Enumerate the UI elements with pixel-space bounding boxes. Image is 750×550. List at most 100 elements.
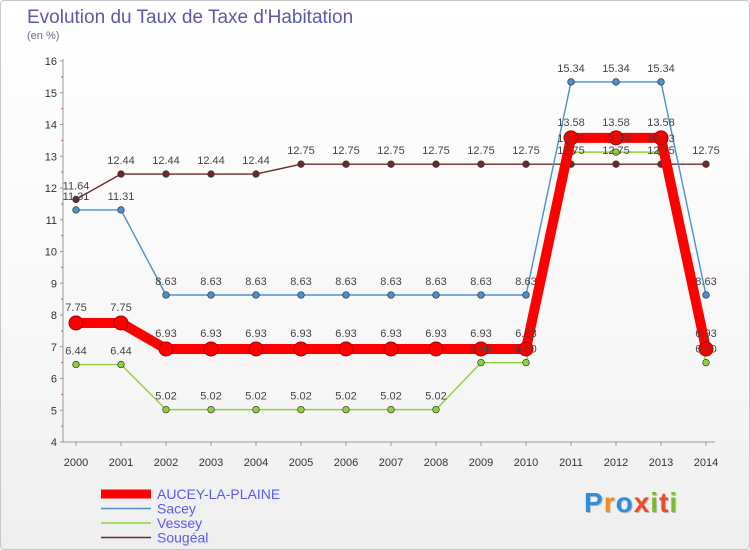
logo-letter: r xyxy=(603,487,616,518)
data-label: 15.34 xyxy=(602,63,630,75)
data-label: 6.93 xyxy=(695,328,716,340)
x-tick-label: 2005 xyxy=(289,457,313,469)
data-label: 12.44 xyxy=(152,155,180,167)
data-label: 7.75 xyxy=(65,302,86,314)
data-point xyxy=(338,341,354,357)
data-label: 5.02 xyxy=(155,391,176,403)
data-point xyxy=(297,291,305,299)
data-point xyxy=(653,130,669,146)
axes: 4 5 6 7 8 9 10 11 12 13 14 15 16 2000 2001 2002 2003 2004… xyxy=(45,56,718,469)
data-point xyxy=(113,315,129,331)
x-tick-label: 2013 xyxy=(649,457,673,469)
logo-letter: i xyxy=(669,487,679,518)
data-label: 6.50 xyxy=(470,344,491,356)
data-label: 8.63 xyxy=(245,276,266,288)
data-point xyxy=(117,170,125,178)
data-label: 6.50 xyxy=(515,344,536,356)
data-point xyxy=(162,170,170,178)
data-label: 13.58 xyxy=(557,117,585,129)
y-tick-label: 14 xyxy=(45,120,57,132)
data-point xyxy=(477,160,485,168)
data-label: 11.31 xyxy=(108,191,135,203)
data-label: 12.75 xyxy=(332,145,360,157)
y-tick-label: 15 xyxy=(45,88,57,100)
data-point xyxy=(432,291,440,299)
data-label: 12.44 xyxy=(242,155,270,167)
data-point xyxy=(387,291,395,299)
logo-letter: x xyxy=(633,487,651,518)
logo-letter: o xyxy=(615,487,634,518)
data-point xyxy=(252,170,260,178)
data-point xyxy=(72,195,80,204)
data-point xyxy=(252,405,260,414)
data-label: 12.44 xyxy=(197,155,225,167)
data-label: 15.34 xyxy=(557,63,585,75)
data-label: 12.75 xyxy=(647,145,675,157)
data-point xyxy=(72,360,80,369)
logo-letter: P xyxy=(584,487,604,518)
data-point xyxy=(203,341,219,357)
data-label: 13.58 xyxy=(602,117,630,129)
y-tick-label: 9 xyxy=(51,278,57,290)
x-tick-label: 2004 xyxy=(244,457,268,469)
data-label: 5.02 xyxy=(380,391,401,403)
data-point xyxy=(428,341,444,357)
data-point xyxy=(563,130,579,146)
data-point xyxy=(702,291,710,299)
data-label: 5.02 xyxy=(335,391,356,403)
y-tick-label: 7 xyxy=(51,342,57,354)
x-tick-label: 2007 xyxy=(379,457,403,469)
logo-letter: t xyxy=(659,487,670,518)
data-label: 6.50 xyxy=(695,344,716,356)
data-point xyxy=(293,341,309,357)
data-label: 6.93 xyxy=(470,328,491,340)
data-label: 8.63 xyxy=(425,276,446,288)
x-tick-label: 2008 xyxy=(424,457,448,469)
data-point xyxy=(612,148,620,156)
data-label: 12.44 xyxy=(107,155,135,167)
data-label: 15.34 xyxy=(647,63,675,75)
x-tick-label: 2014 xyxy=(694,457,718,469)
y-tick-label: 5 xyxy=(51,405,57,417)
x-tick-label: 2002 xyxy=(154,457,178,469)
data-point xyxy=(657,78,665,86)
data-label: 11.64 xyxy=(63,180,90,192)
data-label: 11.31 xyxy=(63,191,90,203)
data-point xyxy=(432,405,440,414)
data-point xyxy=(702,358,710,367)
data-point xyxy=(612,160,620,168)
data-label: 6.93 xyxy=(380,328,401,340)
data-point xyxy=(608,130,624,146)
data-label: 6.93 xyxy=(290,328,311,340)
data-label: 6.93 xyxy=(200,328,221,340)
y-tick-label: 4 xyxy=(51,437,57,449)
data-label: 12.75 xyxy=(287,145,315,157)
data-point xyxy=(522,291,530,299)
data-label: 12.75 xyxy=(557,145,585,157)
series-layer xyxy=(68,78,714,414)
y-tick-label: 8 xyxy=(51,310,57,322)
data-point xyxy=(477,291,485,299)
series-1 xyxy=(72,78,710,299)
data-point xyxy=(387,160,395,168)
data-label: 5.02 xyxy=(200,391,221,403)
data-point xyxy=(162,405,170,414)
data-label: 8.63 xyxy=(470,276,491,288)
data-point xyxy=(117,360,125,369)
x-tick-label: 2003 xyxy=(199,457,223,469)
data-point xyxy=(252,291,260,299)
data-label: 8.63 xyxy=(155,276,176,288)
data-label: 12.75 xyxy=(512,145,540,157)
series-3 xyxy=(68,130,714,357)
data-point xyxy=(117,206,125,214)
data-point xyxy=(207,170,215,178)
data-label: 13.58 xyxy=(647,117,675,129)
data-point xyxy=(207,405,215,414)
data-point xyxy=(522,160,530,168)
y-tick-label: 12 xyxy=(45,183,57,195)
data-point xyxy=(72,206,80,214)
legend-label: Sacey xyxy=(157,501,196,517)
x-tick-label: 2012 xyxy=(604,457,628,469)
y-tick-label: 11 xyxy=(46,215,57,227)
